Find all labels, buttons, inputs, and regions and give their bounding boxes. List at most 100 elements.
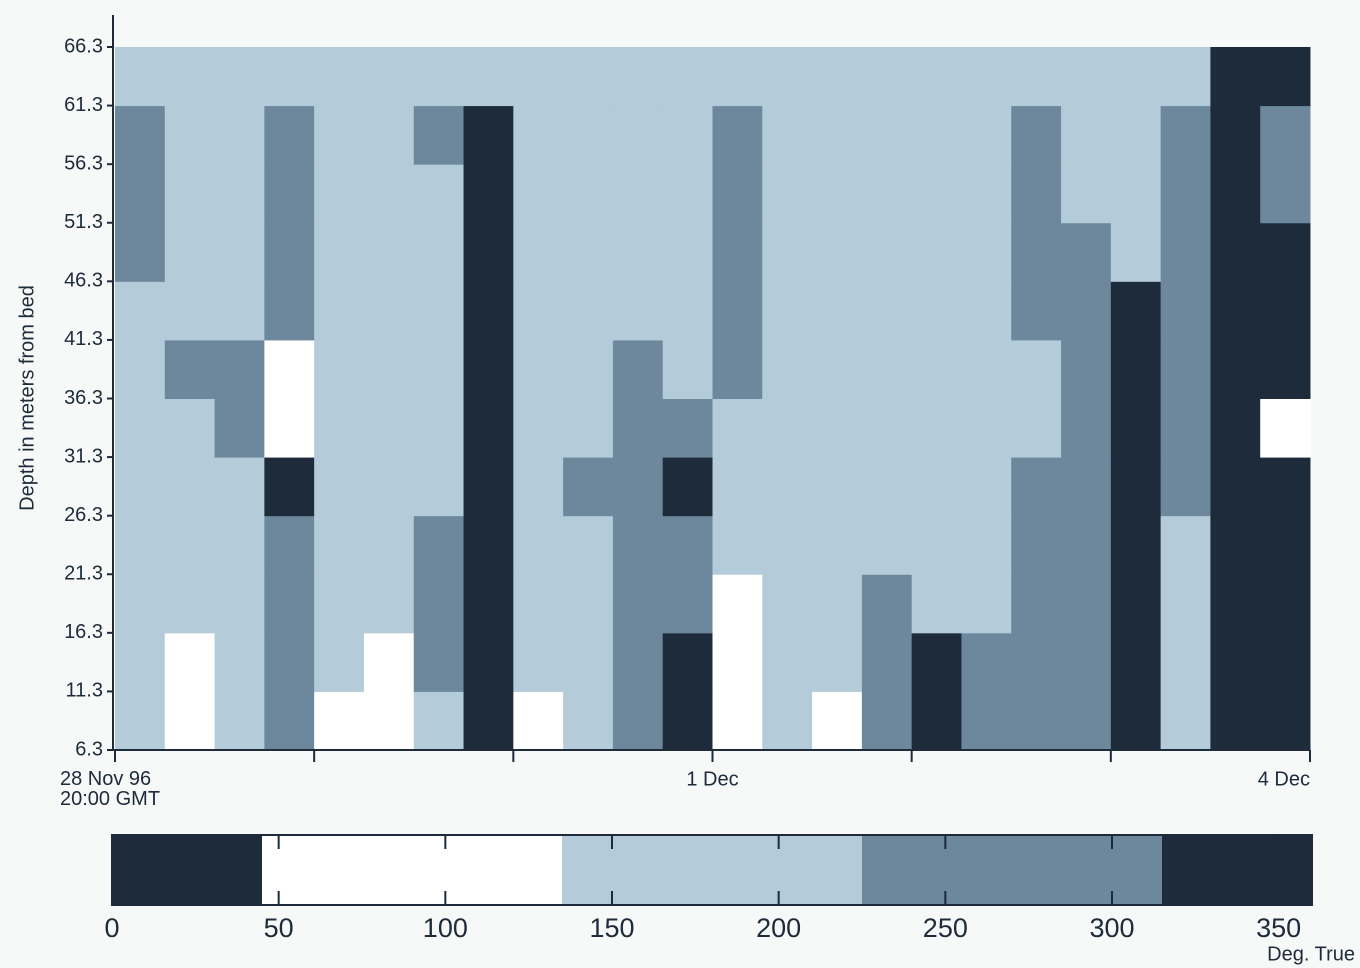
heatmap-cell	[961, 515, 1012, 575]
heatmap-cell	[1110, 339, 1162, 399]
heatmap-cell	[1210, 457, 1261, 517]
heatmap-cell	[363, 339, 415, 399]
heatmap-cell	[115, 691, 166, 751]
heatmap-cell	[413, 398, 465, 458]
heatmap-cell	[513, 164, 564, 224]
heatmap-cell	[812, 457, 863, 517]
heatmap-cell	[861, 105, 913, 165]
heatmap-cell	[961, 632, 1012, 692]
heatmap-cell	[1061, 281, 1112, 341]
heatmap-cell	[812, 281, 863, 341]
heatmap-cell	[563, 47, 614, 107]
heatmap-cell	[463, 515, 514, 575]
heatmap-cell	[812, 105, 863, 165]
heatmap-cell	[115, 574, 166, 634]
colorbar-tick-label: 300	[1089, 913, 1134, 943]
y-tick-label: 6.3	[75, 738, 103, 760]
heatmap-cell	[762, 47, 813, 107]
heatmap-cell	[762, 398, 813, 458]
heatmap-cell	[1160, 632, 1211, 692]
heatmap-cell	[115, 632, 166, 692]
y-tick-label: 36.3	[64, 387, 103, 409]
heatmap-cell	[1210, 574, 1261, 634]
heatmap-cell	[1110, 574, 1162, 634]
heatmap-cell	[612, 574, 664, 634]
heatmap-cell	[1160, 281, 1211, 341]
heatmap-cell	[463, 574, 514, 634]
heatmap-cell	[164, 47, 216, 107]
heatmap-cell	[762, 164, 813, 224]
heatmap-cell	[812, 222, 863, 282]
heatmap-cell	[563, 632, 614, 692]
colorbar-label: Deg. True	[1267, 943, 1355, 965]
heatmap-cell	[264, 632, 315, 692]
heatmap-cell	[563, 339, 614, 399]
heatmap-cell	[413, 691, 465, 751]
heatmap-cell	[264, 164, 315, 224]
heatmap-cell	[961, 691, 1012, 751]
heatmap-cell	[1160, 47, 1211, 107]
heatmap-cell	[961, 105, 1012, 165]
heatmap-cell	[314, 47, 365, 107]
heatmap-cell	[463, 457, 514, 517]
heatmap-cell	[513, 105, 564, 165]
heatmap-cell	[762, 105, 813, 165]
heatmap-cell	[861, 574, 913, 634]
heatmap-cell	[214, 574, 265, 634]
heatmap-cell	[264, 281, 315, 341]
heatmap-cell	[214, 632, 265, 692]
heatmap-cell	[662, 457, 713, 517]
heatmap-cell	[662, 222, 713, 282]
heatmap-cell	[413, 105, 465, 165]
heatmap-cell	[762, 457, 813, 517]
heatmap-cell	[563, 222, 614, 282]
heatmap-cell	[164, 281, 216, 341]
heatmap-cell	[911, 222, 962, 282]
heatmap-cell	[662, 281, 713, 341]
heatmap-cell	[264, 515, 315, 575]
heatmap-cell	[115, 222, 166, 282]
heatmap-cell	[463, 281, 514, 341]
heatmap-cell	[1011, 164, 1062, 224]
heatmap-cell	[911, 105, 962, 165]
colorbar-segment	[1162, 835, 1312, 905]
heatmap-cell	[1260, 339, 1311, 399]
heatmap-cell	[314, 164, 365, 224]
heatmap-cell	[861, 515, 913, 575]
y-tick-label: 61.3	[64, 94, 103, 116]
heatmap-cell	[1160, 339, 1211, 399]
heatmap-cell	[214, 691, 265, 751]
heatmap-cell	[1110, 691, 1162, 751]
heatmap-cell	[1210, 222, 1261, 282]
heatmap-cell	[911, 398, 962, 458]
heatmap-cell	[712, 632, 763, 692]
heatmap-cell	[1110, 398, 1162, 458]
heatmap-cell	[563, 457, 614, 517]
heatmap-cell	[115, 398, 166, 458]
heatmap-cell	[513, 47, 564, 107]
heatmap-cell	[214, 222, 265, 282]
heatmap-cell	[413, 632, 465, 692]
y-tick-label: 11.3	[66, 680, 103, 702]
heatmap-cell	[861, 632, 913, 692]
colorbar-tick-label: 100	[423, 913, 468, 943]
heatmap-cell	[363, 164, 415, 224]
heatmap-cell	[363, 457, 415, 517]
heatmap-cell	[264, 691, 315, 751]
colorbar-tick-label: 150	[589, 913, 634, 943]
heatmap-cell	[1110, 222, 1162, 282]
heatmap-cell	[1260, 515, 1311, 575]
heatmap-cell	[662, 691, 713, 751]
heatmap-cell	[911, 164, 962, 224]
heatmap-cell	[1260, 632, 1311, 692]
heatmap-cell	[314, 515, 365, 575]
x-tick-label: 28 Nov 96 20:00 GMT	[60, 768, 160, 810]
heatmap-cell	[463, 105, 514, 165]
heatmap-cell	[812, 339, 863, 399]
heatmap-cell	[513, 515, 564, 575]
heatmap-cell	[1061, 222, 1112, 282]
heatmap-cell	[563, 281, 614, 341]
heatmap-cell	[1260, 457, 1311, 517]
colorbar-tick-label: 50	[264, 913, 294, 943]
